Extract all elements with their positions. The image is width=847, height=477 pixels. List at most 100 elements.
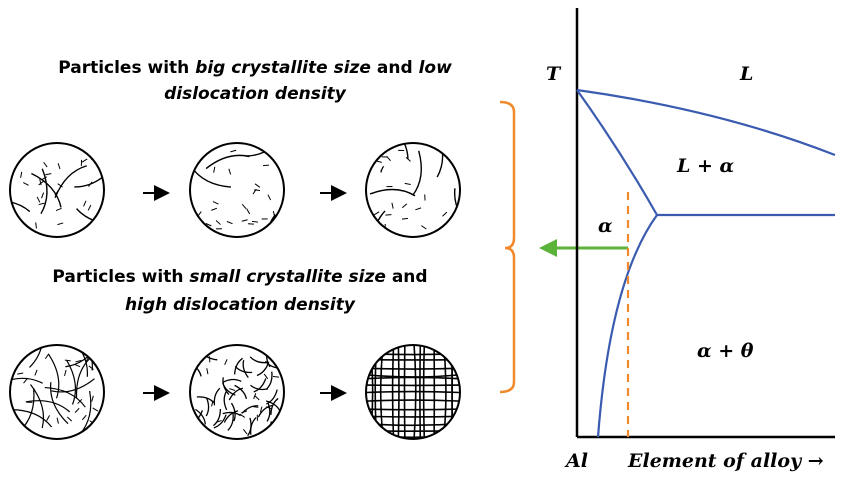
- dislocation: [93, 408, 98, 411]
- dislocation: [82, 415, 86, 420]
- dislocation: [45, 174, 51, 175]
- bottom-caption-line1: Particles with small crystallite size an…: [52, 267, 427, 287]
- grain-boundary: [370, 189, 415, 195]
- x-axis-label: Element of alloy →: [627, 450, 824, 472]
- dislocation: [252, 221, 258, 222]
- grain-boundary: [366, 354, 460, 355]
- grain-boundary: [266, 215, 275, 259]
- dislocation: [387, 156, 391, 161]
- dislocation: [273, 377, 279, 378]
- grain-boundary: [206, 155, 249, 168]
- dislocation: [82, 159, 87, 162]
- dislocation: [35, 370, 37, 376]
- grain-boundary: [191, 438, 196, 455]
- dislocation: [47, 415, 50, 420]
- dislocation: [39, 203, 45, 204]
- dislocation: [263, 165, 269, 166]
- dislocation: [214, 167, 215, 173]
- dislocation: [67, 417, 71, 421]
- grain-boundary: [455, 188, 473, 230]
- grain-boundary: [0, 378, 43, 384]
- particle: [0, 324, 141, 434]
- dislocation: [402, 218, 408, 219]
- process-arrows: [143, 193, 345, 393]
- dislocation: [264, 374, 267, 379]
- caption-part: Particles with: [58, 58, 195, 78]
- grain-boundary: [51, 379, 94, 392]
- grain-boundary: [213, 409, 220, 426]
- dislocation: [213, 202, 218, 204]
- dislocation: [216, 221, 220, 225]
- region-label: L: [739, 63, 753, 85]
- dislocation: [242, 204, 246, 208]
- dislocation: [229, 389, 235, 391]
- dislocation: [93, 428, 99, 429]
- grain-boundary: [267, 372, 272, 389]
- grain-boundary: [251, 418, 256, 435]
- caption-part: and: [371, 58, 419, 78]
- dislocation: [243, 429, 247, 434]
- dislocation: [17, 373, 23, 374]
- dislocation: [229, 169, 231, 175]
- grain-boundary: [102, 379, 142, 400]
- grain-boundary: [214, 388, 220, 405]
- dislocation: [36, 222, 37, 228]
- dislocation: [57, 223, 63, 225]
- bottom-caption-line2: high dislocation density: [125, 295, 356, 315]
- grain-boundary: [55, 166, 87, 198]
- grain-boundary: [206, 398, 208, 416]
- dislocation: [242, 220, 248, 222]
- dislocation: [421, 226, 426, 229]
- dislocation: [247, 209, 250, 214]
- page: {"top_caption": {"parts": ["Particles wi…: [0, 0, 847, 477]
- dislocation: [277, 355, 283, 357]
- grain-boundary: [191, 166, 231, 187]
- dislocation: [42, 193, 44, 199]
- dislocation: [255, 184, 260, 188]
- grain-boundary: [182, 341, 194, 354]
- dislocation: [452, 156, 454, 162]
- grain-boundary: [235, 385, 247, 399]
- grain-boundary: [250, 357, 267, 363]
- grain-boundary: [325, 159, 368, 171]
- dislocation: [254, 190, 260, 191]
- top-caption-line1: Particles with big crystallite size and …: [58, 58, 452, 78]
- grain-boundary: [10, 410, 52, 427]
- dislocation: [65, 360, 71, 361]
- dislocation: [45, 354, 48, 359]
- dislocation: [91, 352, 96, 354]
- dislocation: [211, 208, 217, 210]
- dislocation: [21, 172, 22, 178]
- dislocation: [44, 162, 48, 167]
- dislocation: [402, 204, 407, 208]
- figure: Particles with big crystallite size and …: [0, 0, 847, 477]
- dislocation: [207, 368, 208, 374]
- grain-boundary: [0, 230, 10, 274]
- particle-outline: [190, 143, 284, 237]
- region-label: α: [598, 215, 613, 237]
- dislocation: [58, 163, 60, 169]
- particle-outline: [190, 345, 284, 439]
- dislocation: [415, 208, 421, 210]
- particle-outline: [10, 143, 104, 237]
- dislocation: [65, 370, 67, 376]
- grain-boundary: [223, 380, 241, 383]
- dislocation: [24, 379, 28, 384]
- dislocation: [442, 212, 446, 216]
- dislocation: [227, 222, 233, 224]
- dislocation: [268, 195, 271, 200]
- top-caption-line2: dislocation density: [164, 84, 347, 104]
- dislocation: [57, 418, 58, 424]
- caption-part: low: [419, 58, 453, 78]
- grain-boundary: [191, 347, 209, 351]
- grain-boundary: [437, 132, 442, 177]
- grain-boundary: [366, 431, 460, 432]
- grain-boundary: [93, 421, 138, 428]
- grain-boundary: [413, 151, 422, 196]
- dislocation: [92, 396, 94, 402]
- phase-diagram: T L L + α α α + θ Al Element of alloy →: [546, 8, 835, 472]
- grain-boundary: [192, 339, 208, 347]
- particles: [0, 120, 472, 455]
- solidus: [577, 90, 657, 215]
- grain-boundary: [224, 392, 226, 410]
